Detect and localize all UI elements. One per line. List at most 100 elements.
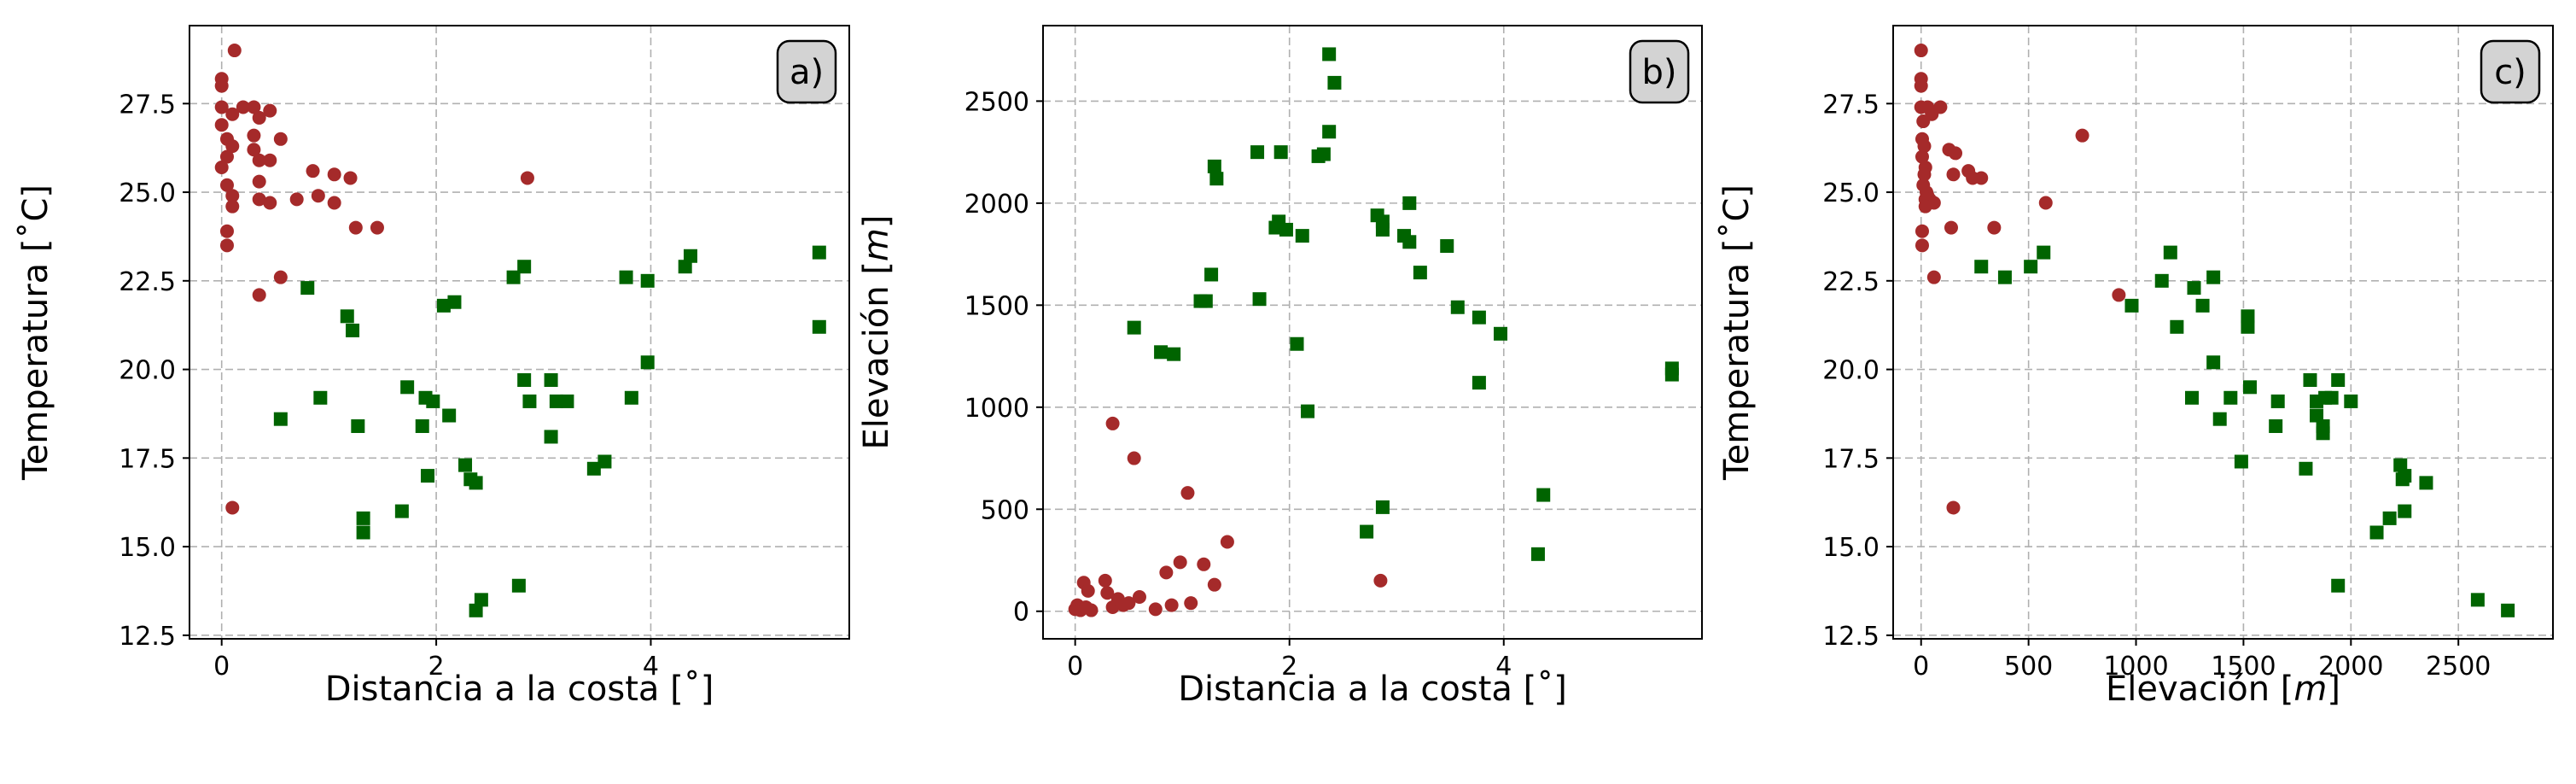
data-point-coastal	[227, 44, 242, 58]
data-point-inland	[619, 270, 633, 284]
data-point-inland	[1494, 326, 1508, 341]
data-point-coastal	[225, 139, 240, 154]
data-point-coastal	[1098, 573, 1112, 588]
y-axis-label: Elevación [m]	[857, 214, 896, 449]
data-point-inland	[2344, 394, 2358, 408]
panel-c: 0 500 1000 1500 2000 2500 12.5 15.0 17.5 20.0 22.5…	[1717, 25, 2554, 709]
data-point-inland	[2270, 394, 2285, 408]
data-point-inland	[2206, 270, 2221, 284]
x-axis-label: Elevación [m]	[2106, 670, 2340, 709]
x-tick-label: 1500	[2211, 652, 2276, 682]
data-point-coastal	[1084, 603, 1099, 617]
data-point-coastal	[1105, 416, 1120, 430]
x-axis-label: Distancia a la costa [˚]	[1178, 670, 1567, 709]
data-point-inland	[426, 394, 440, 408]
data-point-coastal	[263, 103, 277, 118]
y-tick-label: 25.0	[1822, 178, 1880, 208]
data-point-coastal	[1220, 535, 1234, 549]
y-tick-label: 500	[981, 495, 1029, 525]
x-tick-label: 0	[1913, 652, 1929, 682]
data-point-coastal	[1917, 139, 1932, 154]
data-point-coastal	[327, 196, 341, 210]
x-tick-label: 4	[643, 652, 659, 682]
y-tick-label: 12.5	[1822, 622, 1880, 652]
data-point-inland	[1472, 376, 1486, 390]
data-point-inland	[2419, 476, 2433, 490]
data-point-coastal	[252, 174, 266, 189]
data-point-coastal	[1933, 100, 1948, 114]
y-tick-label: 15.0	[1822, 533, 1880, 563]
y-axis-label: Temperatura [˚C]	[16, 184, 55, 481]
data-point-coastal	[1915, 238, 1929, 253]
data-point-inland	[1252, 292, 1267, 307]
data-point-inland	[2331, 373, 2346, 388]
data-point-inland	[1327, 75, 1342, 90]
data-point-inland	[1997, 270, 2012, 284]
data-point-inland	[1154, 345, 1169, 360]
data-point-coastal	[1987, 220, 2002, 235]
panel-label-box	[776, 39, 837, 104]
data-point-inland	[1322, 125, 1337, 139]
x-tick-label: 1000	[2103, 652, 2168, 682]
data-point-inland	[1127, 320, 1141, 335]
data-point-inland	[2024, 260, 2038, 274]
data-point-inland	[517, 260, 532, 274]
data-point-coastal	[252, 192, 266, 207]
data-point-inland	[2398, 504, 2412, 518]
data-point-inland	[356, 525, 370, 540]
data-point-coastal	[1159, 565, 1174, 580]
data-point-coastal	[252, 288, 266, 302]
data-point-inland	[1413, 266, 1427, 280]
data-point-inland	[2299, 461, 2313, 476]
data-point-inland	[2393, 458, 2408, 472]
data-point-inland	[2310, 408, 2324, 423]
data-point-coastal	[1974, 171, 1989, 185]
data-point-inland	[442, 408, 457, 423]
data-point-inland	[2184, 390, 2199, 405]
x-tick-label: 2	[428, 652, 445, 682]
panel-label: a)	[790, 53, 824, 92]
unit-m: m	[2293, 670, 2327, 709]
data-point-inland	[506, 270, 521, 284]
data-point-inland	[1316, 147, 1331, 161]
data-point-coastal	[225, 500, 240, 515]
data-point-inland	[1375, 222, 1390, 237]
data-point-coastal	[1081, 583, 1095, 598]
data-point-coastal	[1946, 500, 1961, 515]
data-point-coastal	[1373, 573, 1388, 588]
data-point-coastal	[311, 189, 325, 203]
data-point-inland	[2241, 319, 2255, 334]
data-point-coastal	[219, 178, 234, 192]
panel-label: c)	[2494, 53, 2526, 92]
data-point-inland	[1440, 239, 1454, 254]
data-point-coastal	[1915, 149, 1929, 164]
data-point-coastal	[247, 143, 261, 157]
data-point-inland	[1974, 260, 1989, 274]
data-point-inland	[544, 430, 558, 444]
data-point-inland	[2269, 418, 2283, 433]
data-point-inland	[1664, 367, 1679, 382]
data-point-coastal	[2075, 128, 2089, 143]
data-point-inland	[1250, 145, 1265, 160]
data-point-inland	[517, 373, 532, 388]
data-point-coastal	[2038, 196, 2053, 210]
data-point-coastal	[247, 128, 261, 143]
data-point-coastal	[214, 100, 229, 114]
data-point-inland	[2369, 525, 2384, 540]
data-point-inland	[683, 249, 697, 263]
data-point-inland	[2470, 593, 2485, 607]
data-point-coastal	[247, 100, 261, 114]
y-tick-label: 12.5	[119, 622, 176, 652]
data-point-inland	[1167, 347, 1181, 361]
x-axis-label: Distancia a la costa [˚]	[325, 670, 714, 709]
data-point-coastal	[1197, 557, 1211, 571]
data-point-inland	[313, 390, 328, 405]
x-tick-label: 0	[213, 652, 230, 682]
data-point-coastal	[1946, 167, 1961, 182]
y-tick-label: 1500	[965, 291, 1029, 321]
data-point-inland	[1207, 159, 1221, 173]
data-point-inland	[511, 578, 526, 593]
data-point-coastal	[214, 161, 229, 175]
data-point-inland	[351, 418, 365, 433]
data-point-coastal	[2112, 288, 2126, 302]
